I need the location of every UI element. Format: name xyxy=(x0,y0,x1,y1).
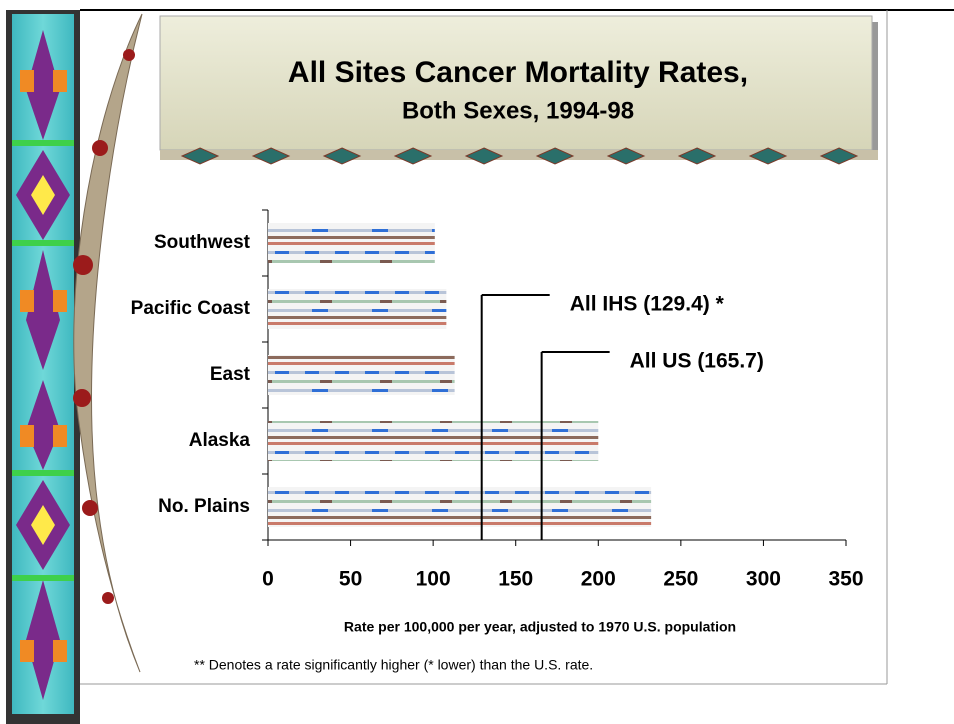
x-tick-label: 200 xyxy=(581,568,616,591)
x-tick-label: 100 xyxy=(416,568,451,591)
reference-label: All US (165.7) xyxy=(630,350,764,373)
y-tick-label: No. Plains xyxy=(158,496,250,517)
x-tick-label: 300 xyxy=(746,568,781,591)
bar xyxy=(268,223,435,263)
y-tick-label: Southwest xyxy=(154,232,251,253)
x-axis-label: Rate per 100,000 per year, adjusted to 1… xyxy=(344,619,736,635)
reference-label: All IHS (129.4) * xyxy=(570,293,725,316)
x-tick-label: 250 xyxy=(663,568,698,591)
footnote: ** Denotes a rate significantly higher (… xyxy=(194,657,593,673)
bar xyxy=(268,289,447,329)
y-tick-label: East xyxy=(210,364,251,385)
chart-subtitle: Both Sexes, 1994-98 xyxy=(402,97,634,124)
title-border-decoration xyxy=(160,147,878,165)
x-tick-label: 150 xyxy=(498,568,533,591)
bar xyxy=(268,487,652,527)
x-tick-label: 0 xyxy=(262,568,274,591)
x-tick-label: 350 xyxy=(828,568,863,591)
x-tick-label: 50 xyxy=(339,568,362,591)
chart-title: All Sites Cancer Mortality Rates, xyxy=(288,56,748,89)
bar xyxy=(268,355,455,395)
title-box xyxy=(159,15,873,151)
y-tick-label: Alaska xyxy=(189,430,251,451)
beaded-strip xyxy=(6,10,80,724)
y-tick-label: Pacific Coast xyxy=(131,298,251,319)
bar xyxy=(268,421,599,461)
feather-decoration xyxy=(73,13,143,673)
